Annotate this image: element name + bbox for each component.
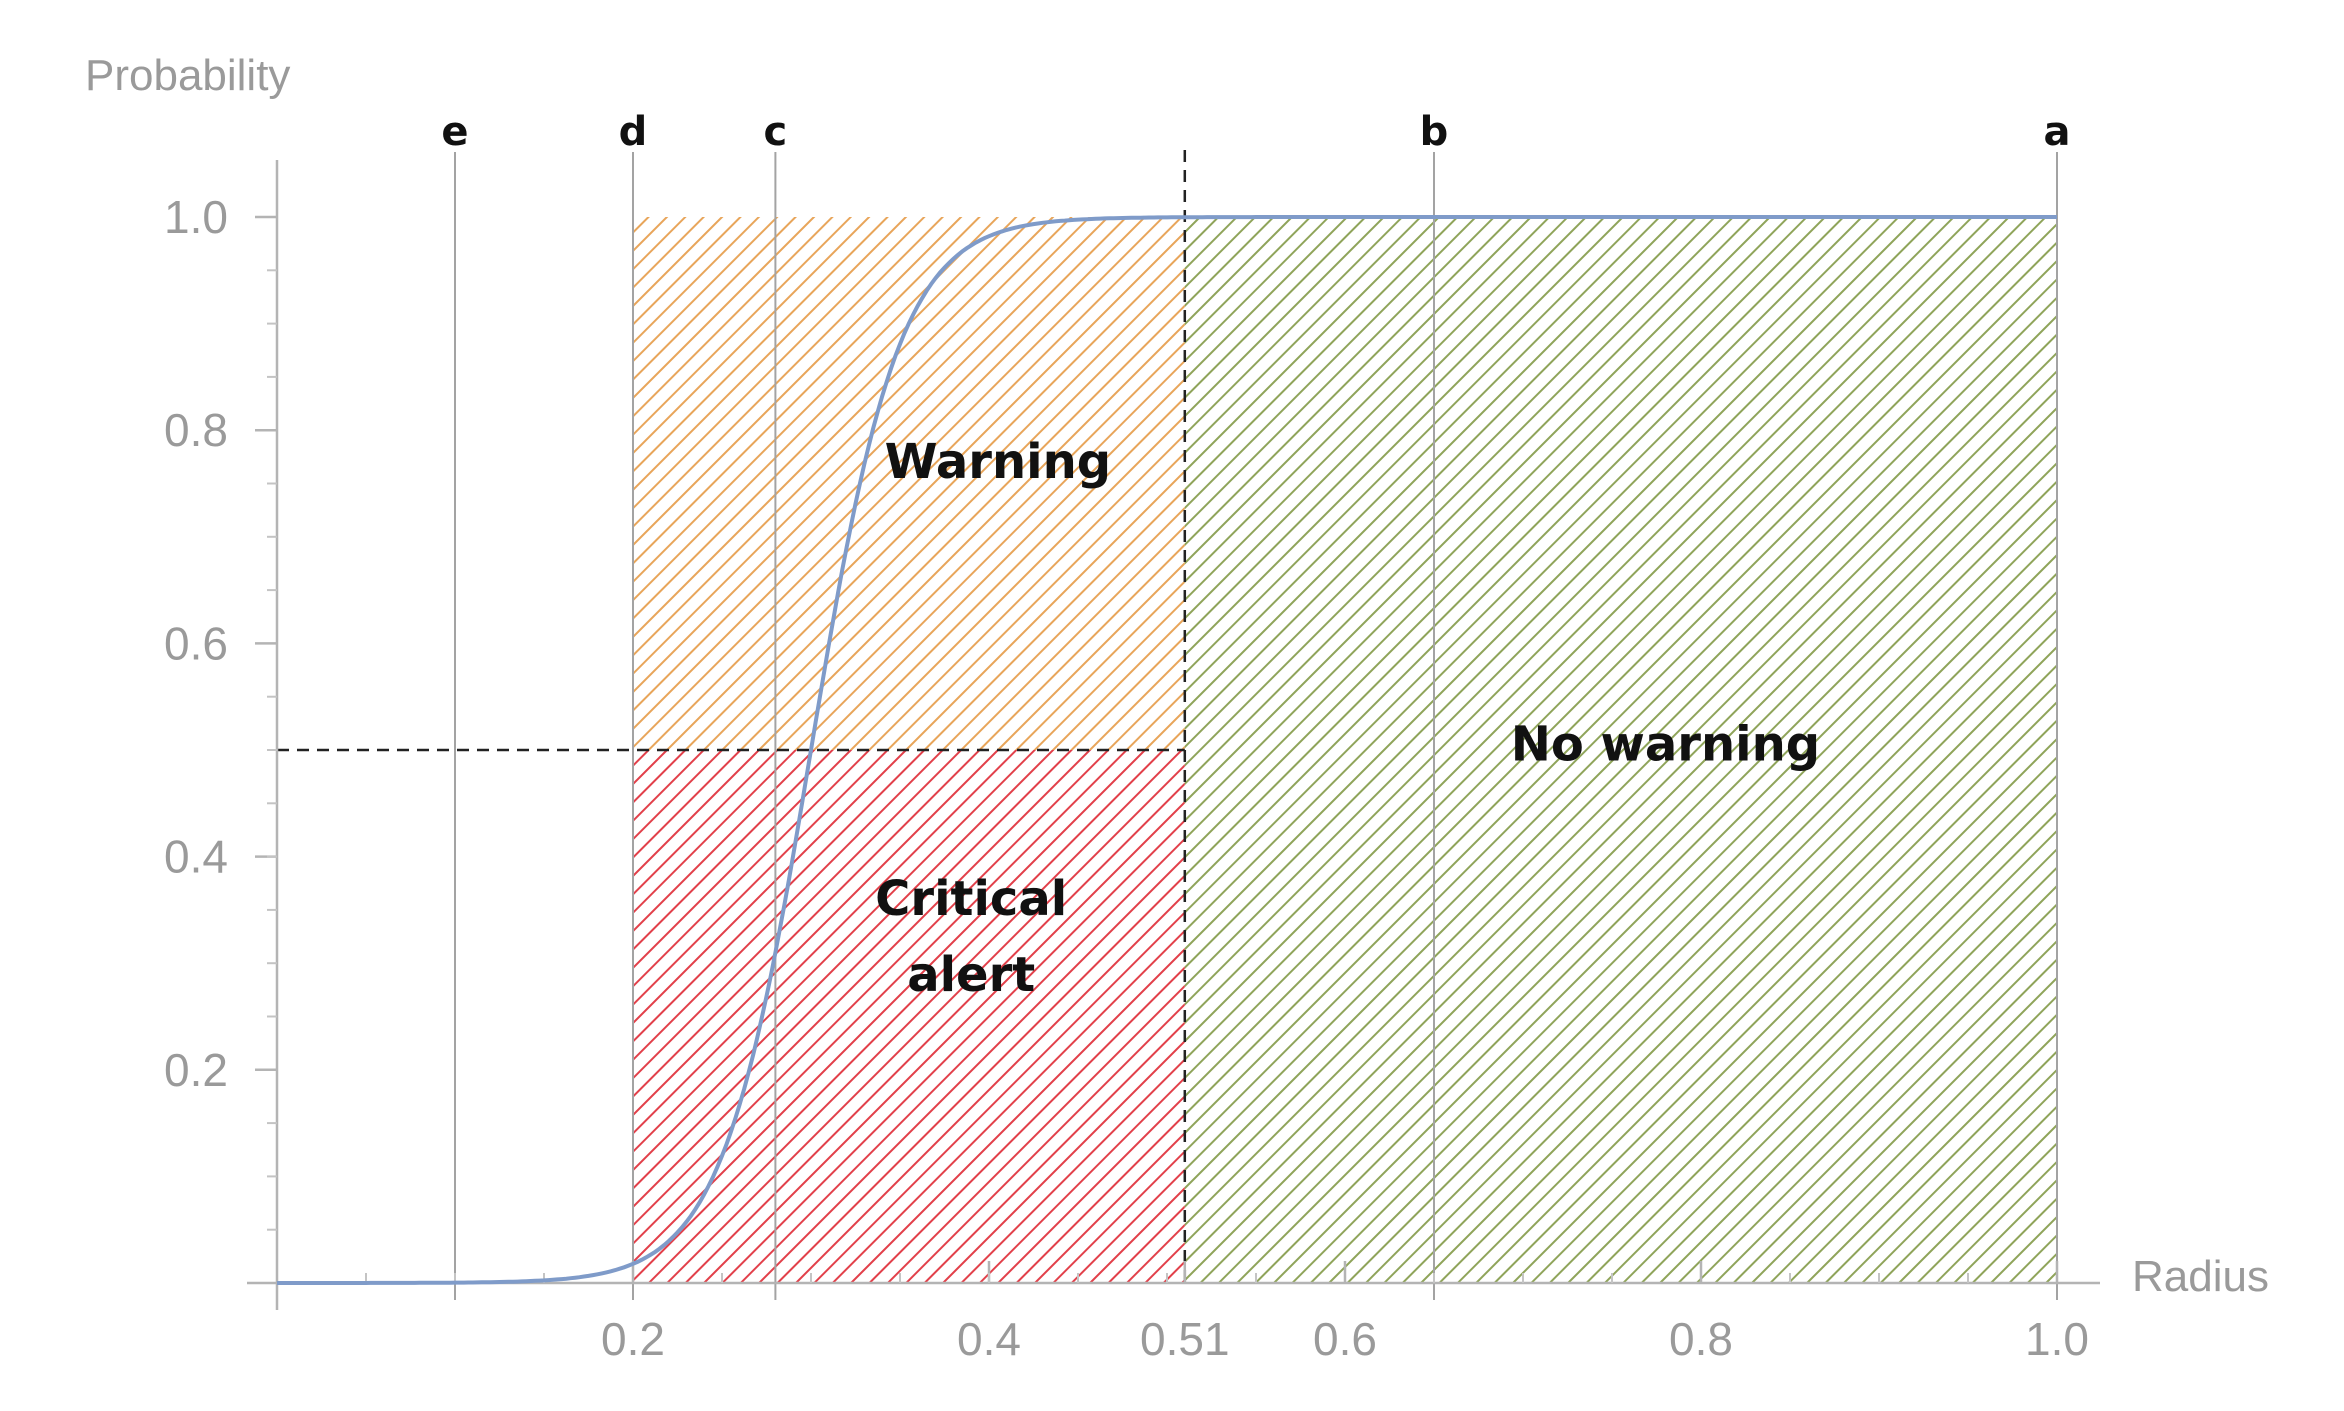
x-tick-label-0.51: 0.51 [1140,1313,1230,1365]
marker-label-c: c [764,109,788,155]
x-axis-label: Radius [2132,1252,2269,1301]
markers-layer [454,152,2058,1300]
x-tick-label-0.6: 0.6 [1313,1313,1377,1365]
x-tick-label-0.4: 0.4 [957,1313,1021,1365]
y-axis-label: Probability [85,51,290,100]
y-tick-label-0.6: 0.6 [164,617,228,669]
y-tick-label-1.0: 1.0 [164,191,228,243]
x-tick-label-0.2: 0.2 [601,1313,665,1365]
marker-label-e: e [441,109,468,155]
region-warning [633,217,1185,750]
marker-label-a: a [2044,109,2071,155]
region-critical-alert [633,750,1185,1283]
labels-layer: e d c b a Warning Critical alert No warning [441,109,2070,1003]
region-label-critical-alert: Critical alert [875,871,1067,1003]
axes-layer: 0.2 0.4 0.6 0.8 1.0 0.2 0.4 0.51 0.6 0.8 1.0 [164,160,2100,1365]
region-label-no-warning: No warning [1511,717,1820,773]
thresholds-layer [277,150,1187,1283]
probability-curve [277,215,2057,1285]
curve-layer [277,215,2057,1285]
region-label-warning: Warning [885,434,1111,490]
y-tick-label-0.2: 0.2 [164,1044,228,1096]
regions-layer [633,217,2057,1283]
marker-label-d: d [619,109,648,155]
marker-label-b: b [1420,109,1449,155]
region-no-warning [1184,217,2057,1283]
x-tick-label-1.0: 1.0 [2025,1313,2089,1365]
y-tick-label-0.4: 0.4 [164,831,228,883]
x-tick-label-0.8: 0.8 [1669,1313,1733,1365]
y-tick-label-0.8: 0.8 [164,404,228,456]
